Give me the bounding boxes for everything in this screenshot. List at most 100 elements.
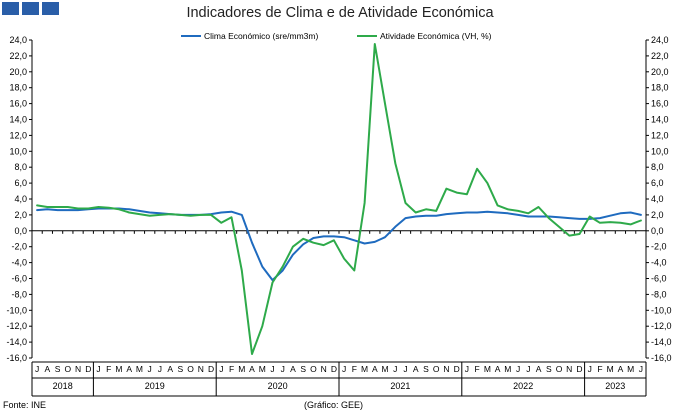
y-tick-label-left: 20,0	[9, 67, 27, 77]
x-month-label: J	[281, 364, 285, 374]
x-month-label: M	[484, 364, 491, 374]
legend-label-clima: Clima Económico (sre/mm3m)	[204, 31, 319, 41]
y-tick-label-right: 2,0	[651, 210, 664, 220]
x-month-label: A	[249, 364, 255, 374]
y-tick-label-right: 8,0	[651, 162, 664, 172]
x-month-label: A	[618, 364, 624, 374]
x-month-label: S	[423, 364, 429, 374]
x-month-label: D	[85, 364, 91, 374]
x-month-label: J	[393, 364, 397, 374]
x-month-label: M	[259, 364, 266, 374]
x-month-label: S	[178, 364, 184, 374]
x-month-label: J	[342, 364, 346, 374]
y-tick-label-right: 12,0	[651, 130, 669, 140]
x-month-label: O	[310, 364, 317, 374]
x-month-label: M	[361, 364, 368, 374]
x-month-label: M	[115, 364, 122, 374]
y-tick-label-right: -16,0	[651, 353, 672, 363]
y-tick-label-right: 16,0	[651, 99, 669, 109]
y-tick-label-right: -4,0	[651, 258, 667, 268]
y-tick-label-right: 10,0	[651, 146, 669, 156]
x-month-label: O	[556, 364, 563, 374]
legend-swatch-atividade	[357, 35, 377, 37]
x-month-label: S	[300, 364, 306, 374]
y-tick-label-left: -6,0	[11, 274, 27, 284]
logo-block	[42, 2, 59, 15]
y-tick-label-right: 14,0	[651, 115, 669, 125]
y-tick-label-right: 18,0	[651, 83, 669, 93]
x-month-label: J	[465, 364, 469, 374]
x-month-label: S	[55, 364, 61, 374]
chart-credit: (Gráfico: GEE)	[304, 400, 364, 410]
x-month-label: M	[504, 364, 511, 374]
x-month-label: J	[219, 364, 223, 374]
institution-logo	[2, 2, 59, 15]
x-month-label: M	[627, 364, 634, 374]
x-month-label: D	[576, 364, 582, 374]
y-tick-label-left: 10,0	[9, 146, 27, 156]
y-tick-label-right: 22,0	[651, 51, 669, 61]
y-tick-label-left: 0,0	[14, 226, 27, 236]
x-month-label: O	[65, 364, 72, 374]
x-month-label: M	[136, 364, 143, 374]
legend-item-clima: Clima Económico (sre/mm3m)	[181, 31, 318, 41]
legend-label-atividade: Atividade Económica (VH, %)	[380, 31, 492, 41]
x-month-label: A	[126, 364, 132, 374]
x-month-label: D	[331, 364, 337, 374]
x-month-label: N	[75, 364, 81, 374]
y-tick-label-left: 4,0	[14, 194, 27, 204]
y-tick-label-left: 12,0	[9, 130, 27, 140]
x-month-label: N	[566, 364, 572, 374]
y-tick-label-left: -2,0	[11, 242, 27, 252]
y-tick-label-left: -16,0	[6, 353, 27, 363]
chart-title: Indicadores de Clima e de Atividade Econ…	[186, 5, 494, 21]
x-month-label: D	[208, 364, 214, 374]
x-month-label: J	[639, 364, 643, 374]
x-month-label: M	[238, 364, 245, 374]
x-month-label: O	[433, 364, 440, 374]
x-month-label: J	[588, 364, 592, 374]
x-month-label: A	[290, 364, 296, 374]
y-tick-label-right: 20,0	[651, 67, 669, 77]
x-month-label: J	[96, 364, 100, 374]
x-month-label: N	[198, 364, 204, 374]
y-tick-label-right: 0,0	[651, 226, 664, 236]
x-year-label: 2019	[145, 381, 165, 391]
y-tick-label-right: 4,0	[651, 194, 664, 204]
y-tick-label-right: -2,0	[651, 242, 667, 252]
legend-swatch-clima	[181, 35, 201, 37]
x-month-label: J	[158, 364, 162, 374]
y-tick-label-left: -10,0	[6, 305, 27, 315]
x-month-label: J	[403, 364, 407, 374]
x-month-label: J	[35, 364, 39, 374]
y-tick-label-left: 22,0	[9, 51, 27, 61]
x-year-label: 2021	[390, 381, 410, 391]
x-month-label: F	[597, 364, 602, 374]
y-tick-label-left: 6,0	[14, 178, 27, 188]
y-tick-label-left: 24,0	[9, 35, 27, 45]
x-month-label: F	[229, 364, 234, 374]
x-month-label: F	[475, 364, 480, 374]
x-month-label: A	[413, 364, 419, 374]
x-month-label: F	[106, 364, 111, 374]
x-month-label: N	[443, 364, 449, 374]
y-tick-label-left: -4,0	[11, 258, 27, 268]
legend-item-atividade: Atividade Económica (VH, %)	[357, 31, 492, 41]
x-year-label: 2018	[53, 381, 73, 391]
y-tick-label-right: -10,0	[651, 305, 672, 315]
x-month-label: J	[148, 364, 152, 374]
logo-block	[22, 2, 39, 15]
logo-block	[2, 2, 19, 15]
x-month-label: A	[372, 364, 378, 374]
source-note: Fonte: INE	[3, 400, 47, 410]
x-month-label: J	[270, 364, 274, 374]
x-month-label: A	[167, 364, 173, 374]
x-month-label: A	[45, 364, 51, 374]
series-line-clima-economico	[36, 207, 642, 282]
chart-legend: Clima Económico (sre/mm3m) Atividade Eco…	[0, 31, 680, 45]
x-month-label: M	[382, 364, 389, 374]
y-tick-label-right: 6,0	[651, 178, 664, 188]
y-tick-label-left: 18,0	[9, 83, 27, 93]
y-tick-label-left: 16,0	[9, 99, 27, 109]
